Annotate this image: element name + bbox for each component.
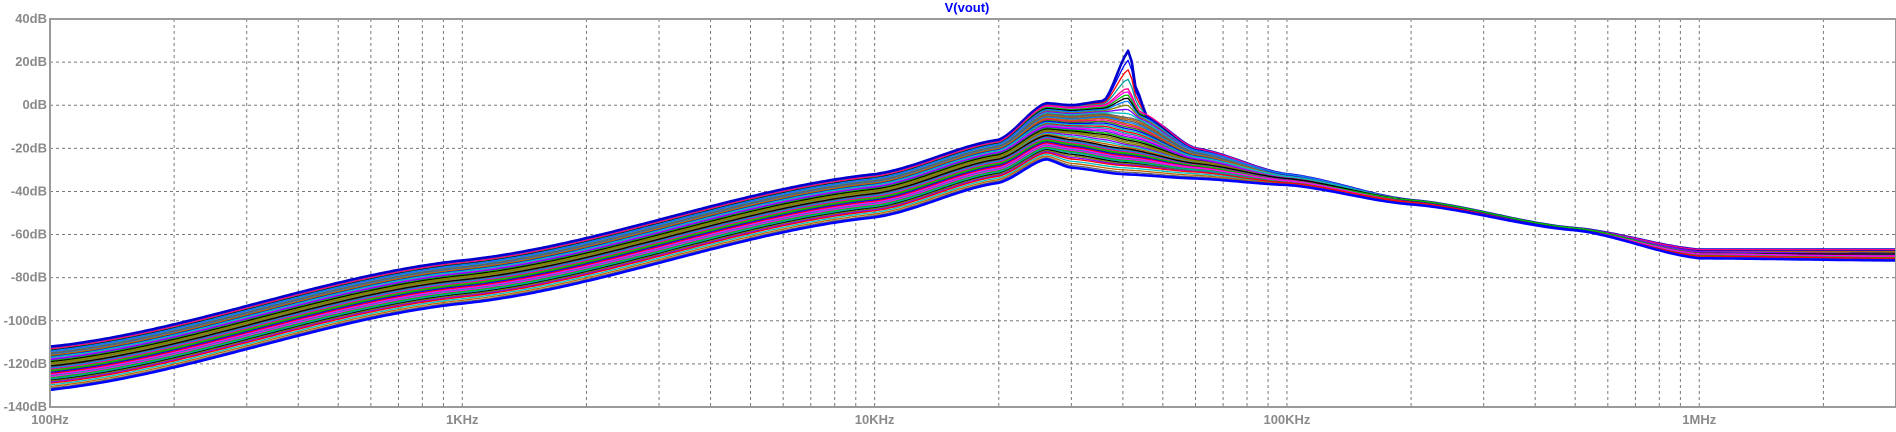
plot-frame — [49, 18, 1896, 408]
x-tick-label: 10KHz — [855, 412, 895, 427]
series-trace — [49, 155, 1896, 388]
y-tick-label: -60dB — [11, 227, 47, 242]
y-tick-label: -80dB — [11, 270, 47, 285]
y-tick-label: -40dB — [11, 183, 47, 198]
chart-title: V(vout) — [945, 0, 990, 15]
y-tick-label: -140dB — [4, 399, 47, 414]
y-tick-label: -100dB — [4, 313, 47, 328]
series-trace — [49, 157, 1896, 389]
x-tick-label: 1MHz — [1682, 412, 1716, 427]
x-tick-label: 1KHz — [446, 412, 479, 427]
traces — [49, 49, 1896, 392]
y-tick-label: 20dB — [15, 54, 47, 69]
grid — [50, 19, 1896, 407]
series-trace — [49, 139, 1896, 372]
y-tick-label: 40dB — [15, 11, 47, 26]
y-axis-labels: 40dB 20dB 0dB -20dB -40dB -60dB -80dB -100dB -12… — [4, 11, 47, 414]
x-tick-label: 100KHz — [1263, 412, 1310, 427]
series-trace — [49, 158, 1896, 392]
y-tick-label: -120dB — [4, 356, 47, 371]
y-tick-label: 0dB — [22, 97, 47, 112]
x-axis-labels: 100Hz 1KHz 10KHz 100KHz 1MHz — [31, 412, 1717, 427]
x-tick-label: 100Hz — [31, 412, 69, 427]
y-tick-label: -20dB — [11, 140, 47, 155]
